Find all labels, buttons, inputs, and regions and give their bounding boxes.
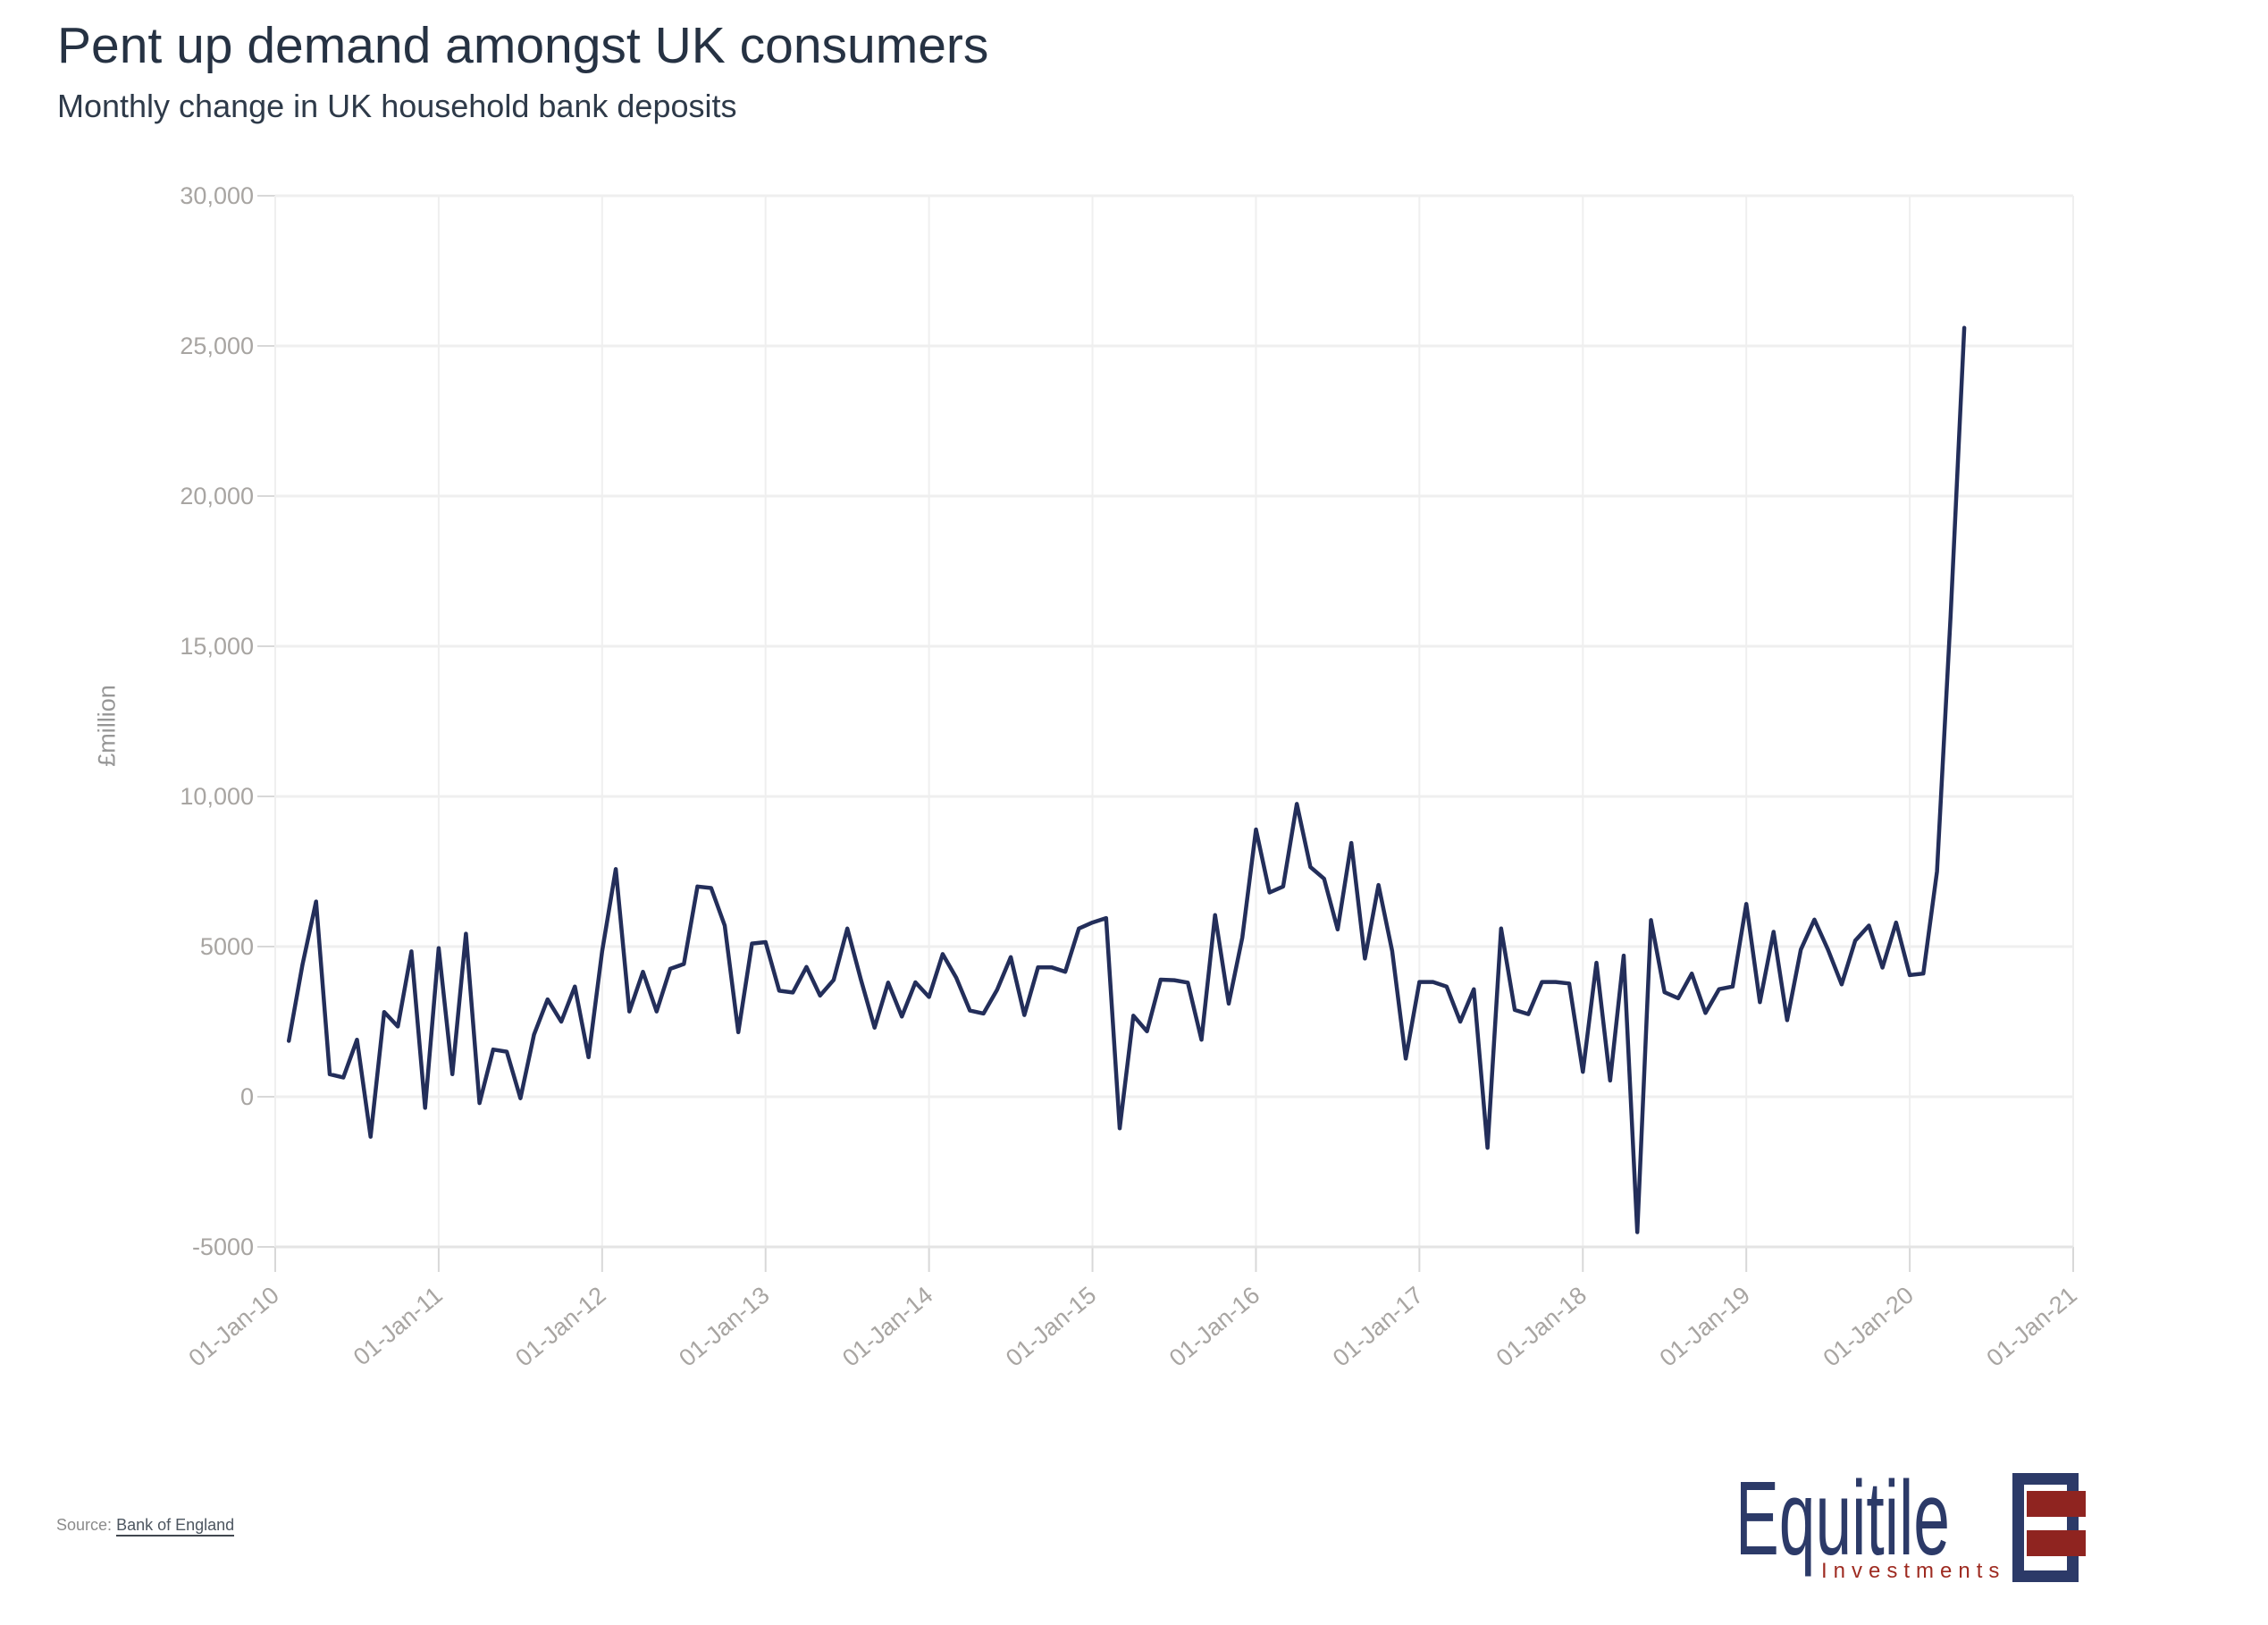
y-tick-label: 0 xyxy=(240,1083,254,1110)
x-tick-label: 01-Jan-11 xyxy=(349,1282,448,1371)
x-tick-label: 01-Jan-16 xyxy=(1164,1282,1264,1372)
x-tick-label: 01-Jan-15 xyxy=(1001,1282,1101,1372)
y-tick-label: 5000 xyxy=(200,933,254,960)
x-tick-label: 01-Jan-10 xyxy=(183,1282,283,1372)
x-tick-label: 01-Jan-14 xyxy=(837,1282,937,1372)
x-tick-label: 01-Jan-17 xyxy=(1328,1282,1428,1372)
logo-mark-icon xyxy=(2012,1473,2086,1582)
x-tick-label: 01-Jan-20 xyxy=(1819,1282,1919,1372)
y-tick-label: -5000 xyxy=(192,1233,254,1260)
source-link[interactable]: Bank of England xyxy=(116,1516,235,1537)
deposits-series-line xyxy=(286,325,1967,1234)
page-title: Pent up demand amongst UK consumers xyxy=(57,17,989,74)
equitile-logo: Equitile Investments xyxy=(1735,1466,2129,1600)
x-tick-label: 01-Jan-13 xyxy=(674,1282,774,1372)
page-subtitle: Monthly change in UK household bank depo… xyxy=(57,88,737,124)
logo-mark-bar-top xyxy=(2027,1491,2086,1517)
y-tick-label: 20,000 xyxy=(180,483,254,509)
logo-mark-bar-bottom xyxy=(2027,1530,2086,1556)
logo-brand-text: Equitile xyxy=(1735,1460,1950,1578)
chart-header: Pent up demand amongst UK consumers Mont… xyxy=(57,16,988,125)
y-tick-label: 10,000 xyxy=(180,783,254,810)
y-tick-label: 30,000 xyxy=(180,182,254,209)
source-label: Source: xyxy=(56,1516,113,1534)
y-tick-label: 25,000 xyxy=(180,333,254,359)
x-tick-label: 01-Jan-12 xyxy=(510,1282,610,1372)
x-tick-label: 01-Jan-19 xyxy=(1655,1282,1755,1372)
source-note: Source: Bank of England xyxy=(56,1516,235,1537)
x-tick-label: 01-Jan-21 xyxy=(1981,1282,2081,1372)
logo-subtext: Investments xyxy=(1821,1559,2006,1583)
y-tick-label: 15,000 xyxy=(180,633,254,660)
x-tick-label: 01-Jan-18 xyxy=(1491,1282,1592,1372)
